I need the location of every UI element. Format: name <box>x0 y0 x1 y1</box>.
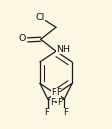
Text: F: F <box>56 88 61 97</box>
Text: F: F <box>50 98 55 107</box>
Text: O: O <box>19 34 26 43</box>
Text: NH: NH <box>56 45 70 54</box>
Text: F: F <box>57 98 62 107</box>
Text: F: F <box>63 108 68 117</box>
Text: F: F <box>51 88 56 97</box>
Text: Cl: Cl <box>36 13 45 22</box>
Text: F: F <box>44 108 49 117</box>
